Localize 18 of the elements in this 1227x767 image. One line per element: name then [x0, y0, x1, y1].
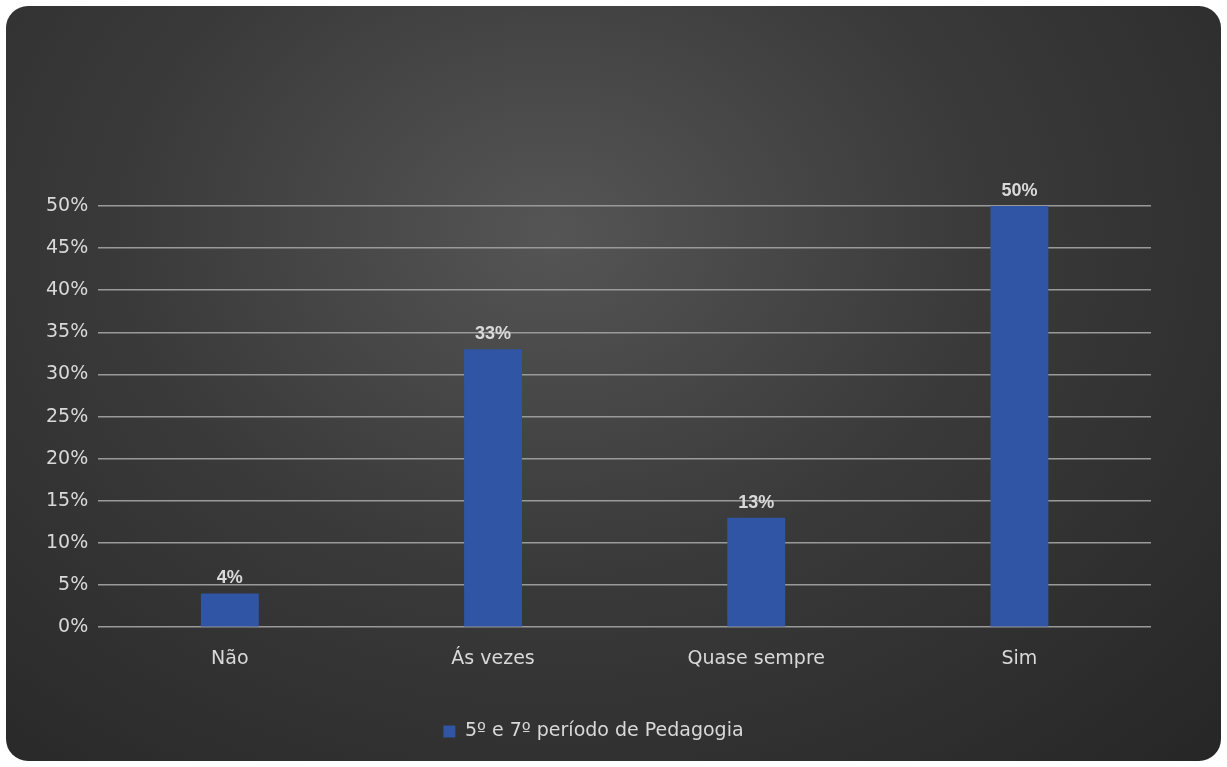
- y-tick-label: 0%: [58, 614, 89, 637]
- y-tick-label: 5%: [58, 572, 89, 595]
- y-tick-label: 50%: [46, 192, 89, 215]
- y-tick-label: 40%: [46, 277, 89, 300]
- x-tick-label: Sim: [1001, 645, 1038, 668]
- y-tick-label: 45%: [46, 235, 89, 258]
- x-tick-label: Ás vezes: [451, 645, 535, 668]
- y-tick-label: 10%: [46, 529, 89, 552]
- y-tick-label: 15%: [46, 487, 89, 510]
- y-tick-label: 20%: [46, 445, 89, 468]
- y-tick-label: 25%: [46, 403, 89, 426]
- y-tick-label: 30%: [46, 361, 89, 384]
- x-tick-label: Não: [211, 645, 249, 668]
- legend-label: 5º e 7º período de Pedagogia: [464, 718, 744, 741]
- data-label: 50%: [1001, 179, 1038, 200]
- y-tick-label: 35%: [46, 319, 89, 342]
- data-label: 4%: [216, 567, 243, 588]
- x-tick-label: Quase sempre: [687, 645, 825, 668]
